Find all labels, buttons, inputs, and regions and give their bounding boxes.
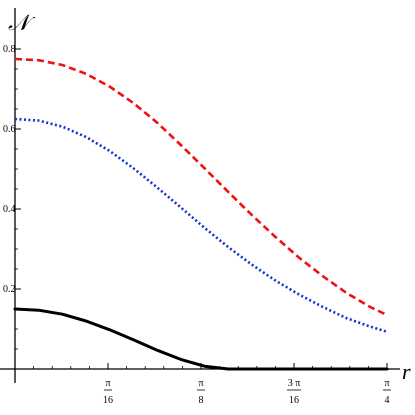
x-tick-numerator: π (384, 378, 389, 389)
x-tick-numerator: 3 π (288, 378, 301, 389)
plot-area: 0.2 0.4 0.6 0.8 π 16 π 8 3 π 16 π 4 (0, 8, 400, 406)
y-tick-label: 0.4 (3, 204, 16, 215)
x-tick-denominator: 4 (385, 395, 390, 406)
x-tick-numerator: π (198, 378, 203, 389)
series-line-3 (13, 307, 389, 371)
x-tick-denominator: 8 (199, 395, 204, 406)
x-tick-denominator: 16 (103, 395, 113, 406)
y-axis-title: 𝒩 (8, 10, 36, 35)
series-line-1 (14, 57, 388, 317)
y-tick-label: 0.2 (3, 284, 16, 295)
y-tick-label: 0.6 (3, 124, 16, 135)
series-layer (13, 57, 389, 371)
x-tick-numerator: π (105, 378, 110, 389)
x-axis-title: r (402, 359, 411, 384)
series-line-2 (14, 117, 388, 334)
x-tick-denominator: 16 (289, 395, 299, 406)
y-tick-label: 0.8 (3, 44, 16, 55)
